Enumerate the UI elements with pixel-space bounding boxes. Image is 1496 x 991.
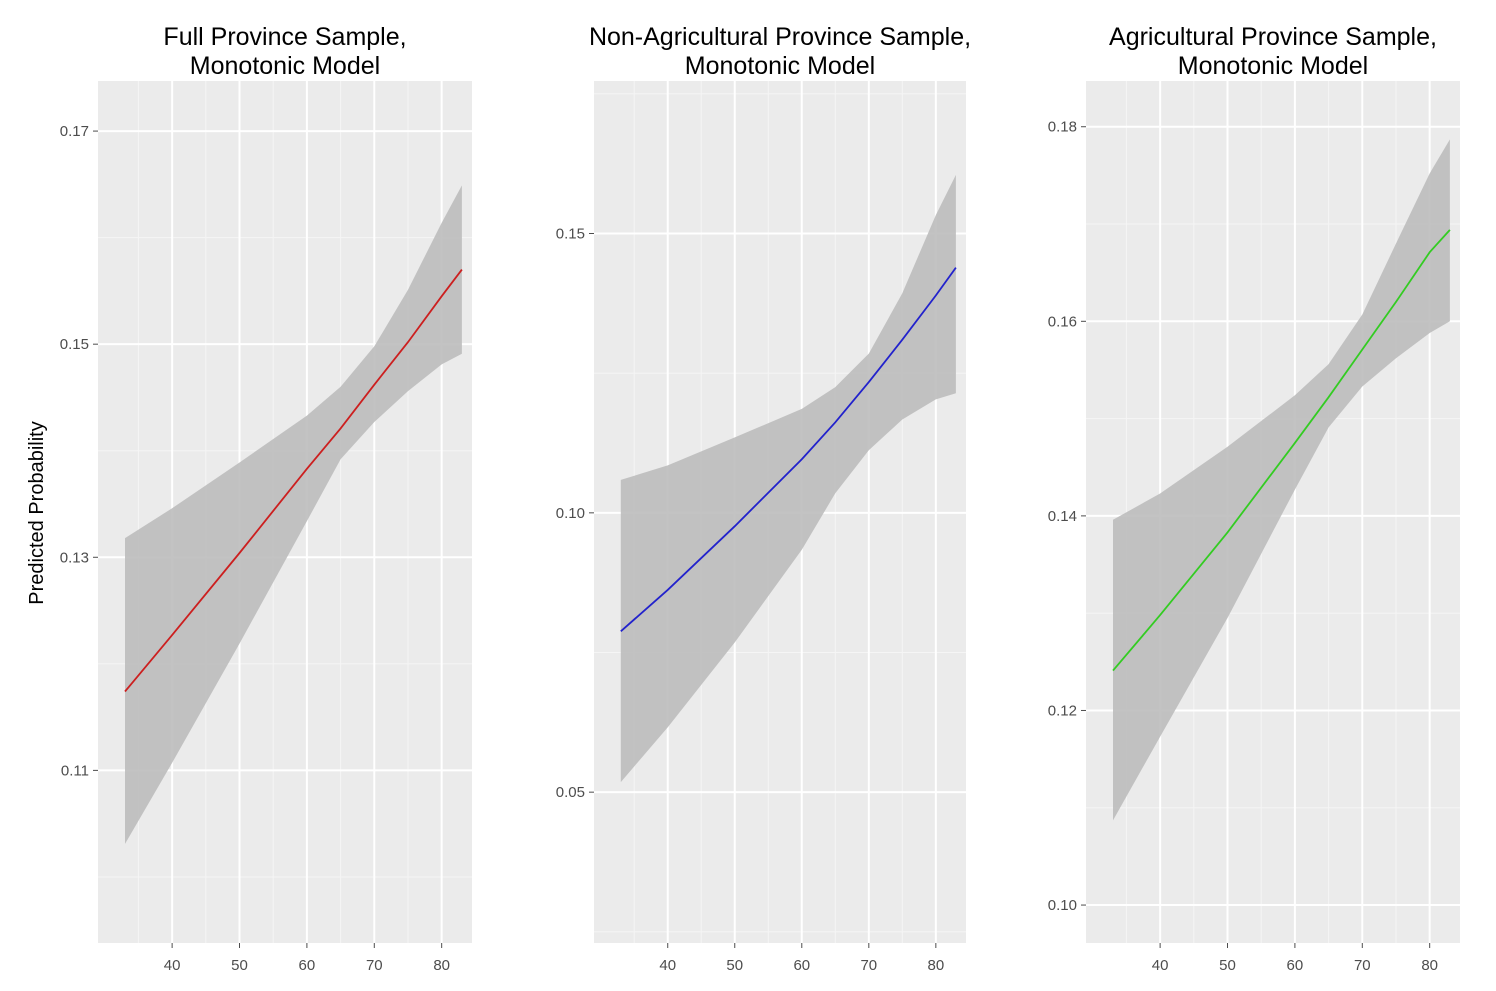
- panel-3-x-tick-label: 80: [1421, 957, 1438, 974]
- panel-3-y-tick-label: 0.12: [1048, 702, 1077, 719]
- panel-1-confidence-band: [125, 185, 462, 844]
- panel-3-confidence-band: [1113, 139, 1450, 821]
- panel-1-title-line-1: Full Province Sample,: [163, 23, 406, 51]
- panel-2-x-tick-label: 80: [927, 957, 944, 974]
- panel-3: 40 50 60 70 80 0.10 0.12 0.14 0.16 0.18 Agricultur…: [1048, 23, 1460, 974]
- panel-3-y-tick-label: 0.10: [1048, 897, 1077, 914]
- panel-1-title-line-2: Monotonic Model: [190, 52, 380, 80]
- panel-2-confidence-band: [620, 174, 956, 783]
- panel-1-x-tick-label: 40: [164, 957, 181, 974]
- panel-2: 40 50 60 70 80 0.05 0.10 0.15 Non-Agricultural P…: [556, 23, 971, 974]
- panel-1-y-tick-label: 0.13: [60, 549, 89, 566]
- panel-3-title-line-1: Agricultural Province Sample,: [1109, 23, 1437, 51]
- panel-2-y-tick-label: 0.15: [556, 226, 585, 243]
- panel-3-fit-line: [1112, 229, 1451, 672]
- panel-1: 40 50 60 70 80 0.11 0.13 0.15 0.17 Full Province …: [60, 23, 472, 974]
- panel-2-fit-line: [620, 267, 957, 632]
- panel-1-y-tick-label: 0.17: [60, 123, 89, 140]
- panel-2-x-tick-label: 40: [659, 957, 676, 974]
- panel-1-y-tick-label: 0.11: [61, 762, 89, 779]
- panel-1-fit-line: [124, 269, 463, 693]
- panel-1-x-tick-label: 50: [231, 957, 248, 974]
- panel-1-y-tick-label: 0.15: [60, 336, 89, 353]
- panel-2-title-line-2: Monotonic Model: [685, 52, 875, 80]
- panel-3-x-tick-label: 50: [1219, 957, 1236, 974]
- panel-1-x-tick-label: 80: [433, 957, 450, 974]
- panel-3-x-tick-label: 40: [1152, 957, 1169, 974]
- panel-2-x-tick-label: 50: [726, 957, 743, 974]
- panel-2-y-tick-label: 0.05: [556, 784, 585, 801]
- panel-2-y-tick-label: 0.10: [556, 505, 585, 522]
- panel-2-x-tick-label: 60: [793, 957, 810, 974]
- panel-3-x-tick-label: 70: [1354, 957, 1371, 974]
- panel-3-y-tick-label: 0.14: [1048, 508, 1077, 525]
- panel-3-y-tick-label: 0.16: [1048, 313, 1077, 330]
- panel-3-x-tick-label: 60: [1287, 957, 1304, 974]
- panel-3-y-tick-label: 0.18: [1048, 119, 1077, 136]
- panel-2-title-line-1: Non-Agricultural Province Sample,: [589, 23, 971, 51]
- panel-1-x-tick-label: 70: [366, 957, 383, 974]
- panel-1-x-tick-label: 60: [299, 957, 316, 974]
- y-axis-label: Predicted Probability: [26, 421, 48, 604]
- panel-3-title-line-2: Monotonic Model: [1178, 52, 1368, 80]
- panel-2-x-tick-label: 70: [860, 957, 877, 974]
